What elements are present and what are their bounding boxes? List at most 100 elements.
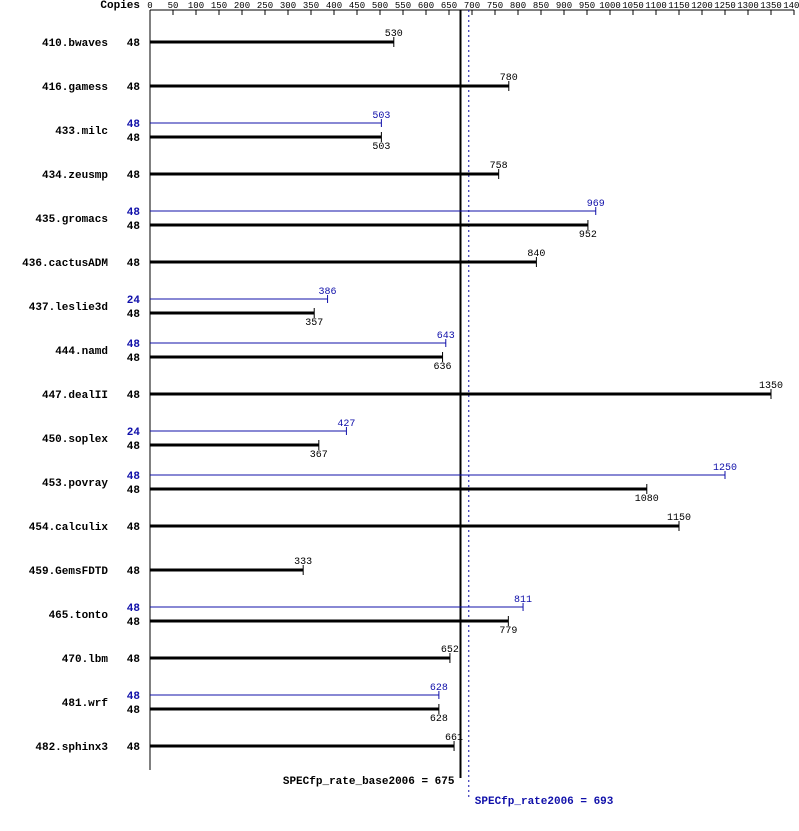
peak-value: 503 (372, 111, 390, 122)
base-value: 503 (372, 142, 390, 153)
benchmark-label: 433.milc (55, 126, 108, 138)
benchmark-label: 436.cactusADM (22, 258, 108, 270)
base-copies: 48 (127, 654, 141, 666)
peak-value: 811 (514, 595, 532, 606)
x-tick-label: 650 (441, 1, 457, 11)
x-tick-label: 750 (487, 1, 503, 11)
peak-copies: 48 (127, 339, 141, 351)
base-value: 1150 (667, 513, 691, 524)
x-tick-label: 450 (349, 1, 365, 11)
x-tick-label: 600 (418, 1, 434, 11)
benchmark-label: 454.calculix (29, 522, 109, 534)
x-tick-label: 950 (579, 1, 595, 11)
base-value: 952 (579, 230, 597, 241)
peak-value: 427 (337, 419, 355, 430)
peak-value: 386 (319, 287, 337, 298)
benchmark-label: 437.leslie3d (29, 302, 108, 314)
base-value: 758 (490, 161, 508, 172)
x-tick-label: 1100 (645, 1, 667, 11)
x-tick-label: 100 (188, 1, 204, 11)
ref-label-base: SPECfp_rate_base2006 = 675 (283, 776, 455, 788)
benchmark-label: 447.dealII (42, 390, 108, 402)
base-copies: 48 (127, 309, 141, 321)
base-copies: 48 (127, 82, 141, 94)
x-tick-label: 150 (211, 1, 227, 11)
base-value: 1080 (635, 494, 659, 505)
benchmark-label: 416.gamess (42, 82, 108, 94)
peak-copies: 48 (127, 471, 141, 483)
x-tick-label: 1050 (622, 1, 644, 11)
peak-value: 969 (587, 199, 605, 210)
x-tick-label: 300 (280, 1, 296, 11)
base-value: 1350 (759, 381, 783, 392)
spec-chart: 0 50 100 150 200 250 300 350 400 450 500 550 600 650 7… (0, 0, 799, 831)
base-value: 357 (305, 318, 323, 329)
base-copies: 48 (127, 390, 141, 402)
base-copies: 48 (127, 170, 141, 182)
x-tick-label: 1300 (737, 1, 759, 11)
peak-value: 1250 (713, 463, 737, 474)
peak-copies: 48 (127, 603, 141, 615)
benchmark-label: 459.GemsFDTD (29, 566, 109, 578)
benchmark-label: 435.gromacs (35, 214, 108, 226)
x-tick-label: 900 (556, 1, 572, 11)
chart-svg: 0 50 100 150 200 250 300 350 400 450 500 550 600 650 7… (0, 0, 799, 831)
base-copies: 48 (127, 133, 141, 145)
x-tick-label: 1150 (668, 1, 690, 11)
x-tick-label: 400 (326, 1, 342, 11)
base-value: 530 (385, 29, 403, 40)
peak-copies: 48 (127, 207, 141, 219)
base-value: 780 (500, 73, 518, 84)
x-tick-label: 1000 (599, 1, 621, 11)
x-tick-label: 50 (168, 1, 179, 11)
base-copies: 48 (127, 742, 141, 754)
x-tick-label: 350 (303, 1, 319, 11)
x-tick-label: 550 (395, 1, 411, 11)
peak-copies: 48 (127, 691, 141, 703)
benchmark-label: 470.lbm (62, 654, 109, 666)
base-value: 661 (445, 733, 463, 744)
x-tick-label: 800 (510, 1, 526, 11)
x-tick-label: 700 (464, 1, 480, 11)
benchmark-label: 465.tonto (49, 610, 109, 622)
x-tick-label: 1400 (783, 1, 799, 11)
copies-header: Copies (100, 0, 140, 12)
benchmark-label: 444.namd (55, 346, 108, 358)
x-tick-label: 850 (533, 1, 549, 11)
peak-copies: 48 (127, 119, 141, 131)
x-tick-label: 1350 (760, 1, 782, 11)
x-tick-label: 1200 (691, 1, 713, 11)
base-value: 367 (310, 450, 328, 461)
x-tick-label: 250 (257, 1, 273, 11)
benchmark-label: 434.zeusmp (42, 170, 108, 182)
base-value: 628 (430, 714, 448, 725)
base-copies: 48 (127, 522, 141, 534)
x-tick-label: 0 (147, 1, 152, 11)
benchmark-label: 481.wrf (62, 698, 109, 710)
base-value: 652 (441, 645, 459, 656)
benchmark-label: 453.povray (42, 478, 108, 490)
base-copies: 48 (127, 617, 141, 629)
peak-copies: 24 (127, 427, 141, 439)
benchmark-label: 450.soplex (42, 434, 108, 446)
base-value: 779 (499, 626, 517, 637)
peak-value: 643 (437, 331, 455, 342)
base-copies: 48 (127, 566, 141, 578)
base-value: 333 (294, 557, 312, 568)
base-copies: 48 (127, 485, 141, 497)
base-copies: 48 (127, 38, 141, 50)
base-copies: 48 (127, 441, 141, 453)
ref-label-peak: SPECfp_rate2006 = 693 (475, 796, 614, 808)
peak-copies: 24 (127, 295, 141, 307)
base-copies: 48 (127, 258, 141, 270)
base-copies: 48 (127, 221, 141, 233)
benchmark-label: 482.sphinx3 (35, 742, 108, 754)
x-tick-label: 500 (372, 1, 388, 11)
base-value: 840 (527, 249, 545, 260)
base-copies: 48 (127, 353, 141, 365)
peak-value: 628 (430, 683, 448, 694)
base-value: 636 (434, 362, 452, 373)
x-tick-label: 1250 (714, 1, 736, 11)
base-copies: 48 (127, 705, 141, 717)
x-tick-label: 200 (234, 1, 250, 11)
